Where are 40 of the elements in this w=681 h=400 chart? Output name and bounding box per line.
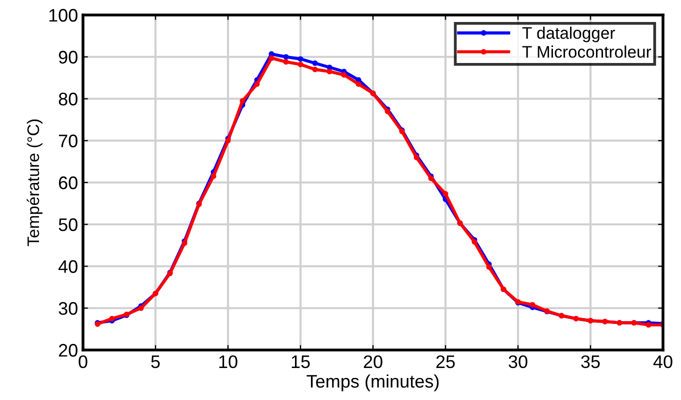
- x-tick-label: 20: [364, 355, 382, 368]
- point: [298, 62, 304, 68]
- y-tick-label: 40: [58, 260, 78, 273]
- point: [298, 56, 304, 62]
- x-tick-label: 5: [151, 356, 160, 368]
- y-tick-label: 90: [58, 50, 78, 64]
- point: [254, 81, 260, 87]
- y-tick-label: 60: [58, 176, 78, 190]
- point: [428, 176, 434, 182]
- point: [283, 54, 289, 60]
- point: [530, 302, 536, 308]
- point: [442, 191, 448, 197]
- y-tick-label: 20: [58, 344, 78, 357]
- legend-label: T Microcontroleur: [522, 46, 652, 58]
- point: [312, 66, 318, 72]
- x-tick-label: 40: [653, 355, 672, 368]
- y-tick-label: 30: [58, 302, 78, 315]
- point: [341, 72, 347, 78]
- x-tick-label: 0: [78, 355, 88, 368]
- y-axis-title: Température (°C): [26, 120, 42, 246]
- point: [486, 264, 492, 270]
- y-tick-label: 100: [49, 8, 78, 22]
- point: [312, 60, 318, 66]
- y-tick-label: 80: [58, 92, 78, 106]
- point: [210, 173, 216, 179]
- point: [384, 108, 390, 114]
- x-tick-label: 10: [219, 355, 238, 368]
- x-tick-label: 35: [581, 355, 600, 368]
- y-tick-label: 70: [58, 134, 78, 148]
- point: [356, 81, 362, 87]
- y-tick-label: 50: [58, 218, 78, 232]
- x-tick-label: 15: [292, 356, 310, 368]
- point: [240, 98, 246, 104]
- legend-label: T datalogger: [522, 26, 615, 42]
- point: [326, 68, 332, 74]
- x-axis-title: Temps (minutes): [306, 374, 439, 392]
- x-tick-label: 30: [508, 355, 528, 368]
- x-tick-label: 25: [436, 355, 455, 368]
- point: [283, 59, 289, 65]
- point: [268, 55, 274, 61]
